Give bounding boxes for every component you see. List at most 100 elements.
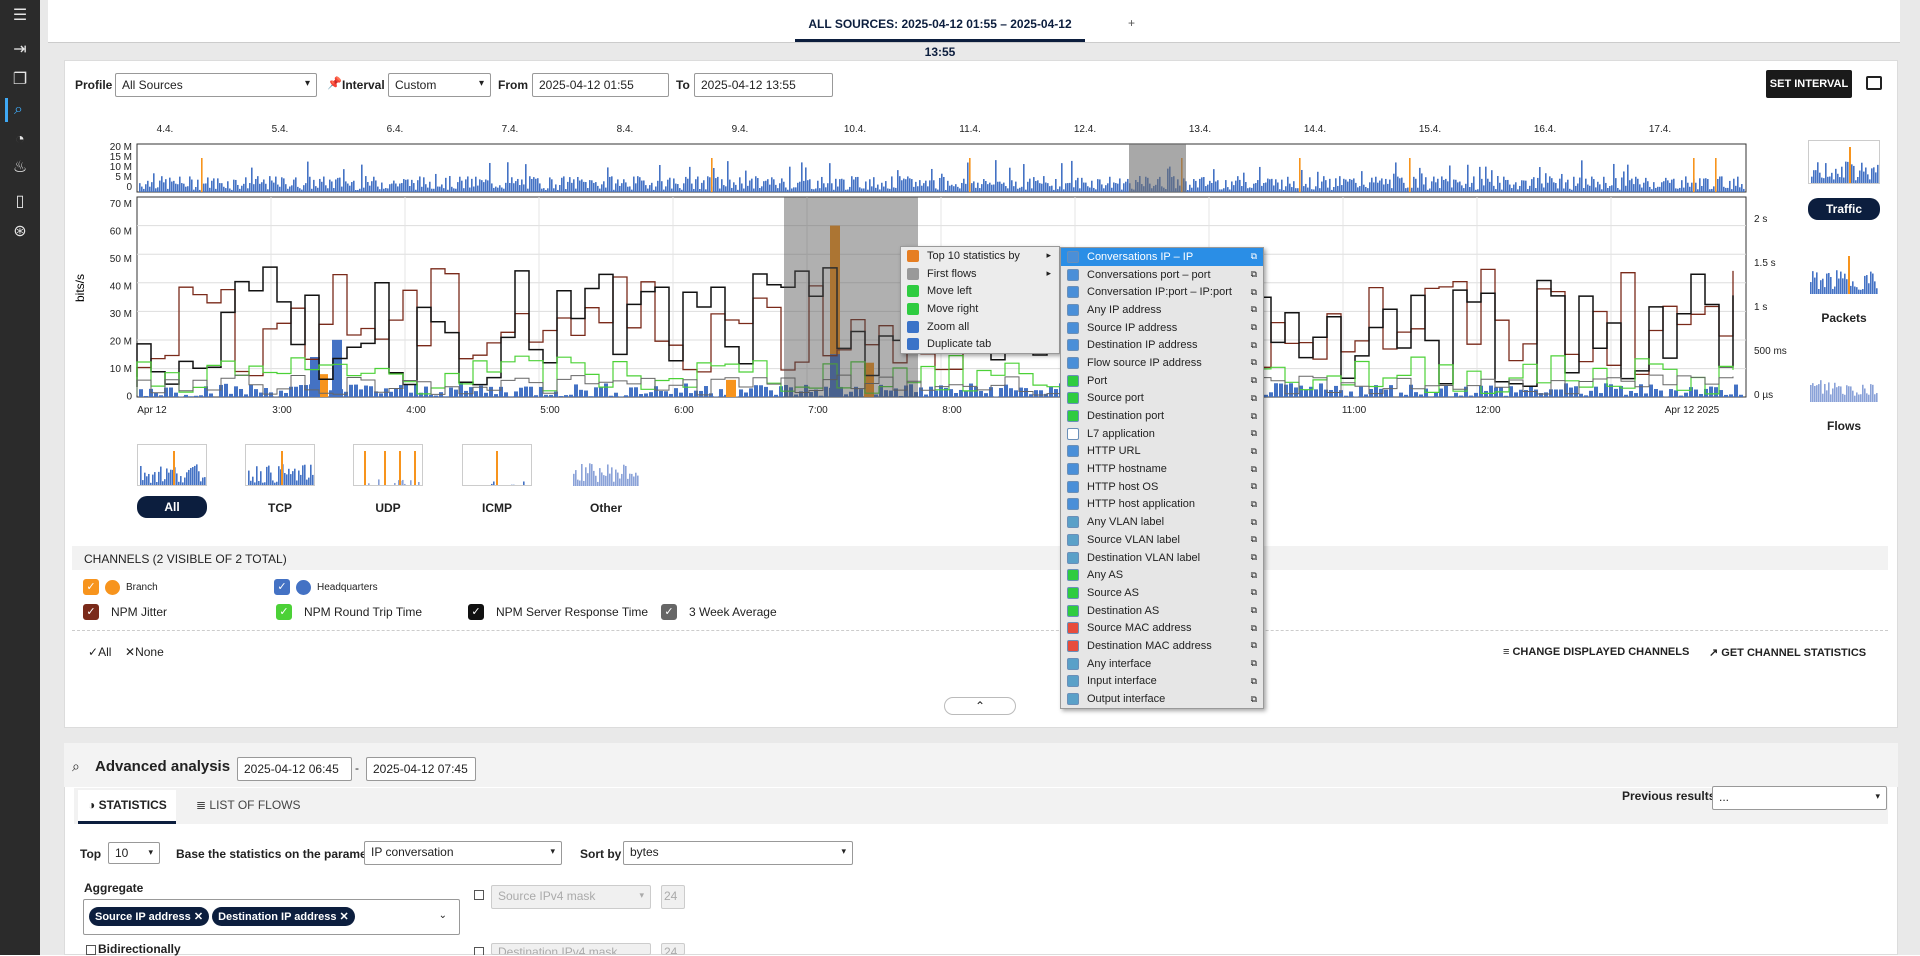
submenu-item[interactable]: Source IP address⧉ — [1061, 319, 1263, 337]
mobile-icon[interactable]: ▯ — [8, 190, 32, 214]
submenu-item[interactable]: Input interface⧉ — [1061, 673, 1263, 691]
submenu-item[interactable]: Any IP address⧉ — [1061, 301, 1263, 319]
udp-label[interactable]: UDP — [353, 501, 423, 515]
submenu-item[interactable]: HTTP URL⧉ — [1061, 443, 1263, 461]
source-mask-number[interactable]: 24 — [661, 885, 685, 909]
open-new-tab-icon[interactable]: ⧉ — [1251, 676, 1257, 687]
destination-mask-number[interactable]: 24 — [661, 943, 685, 955]
open-new-tab-icon[interactable]: ⧉ — [1251, 694, 1257, 705]
change-channels-button[interactable]: ≡ CHANGE DISPLAYED CHANNELS — [1503, 646, 1689, 658]
base-select[interactable]: IP conversation▾ — [364, 841, 562, 865]
source-mask-select[interactable]: Source IPv4 mask▾ — [491, 885, 651, 909]
collapse-button[interactable]: ⌃ — [944, 697, 1016, 715]
pin-icon[interactable]: 📌 — [327, 76, 342, 90]
submenu-item[interactable]: Conversations port – port⧉ — [1061, 266, 1263, 284]
open-new-tab-icon[interactable]: ⧉ — [1251, 322, 1257, 333]
interval-select[interactable]: Custom▾ — [388, 73, 491, 97]
login-icon[interactable]: ⇥ — [8, 38, 32, 62]
open-new-tab-icon[interactable]: ⧉ — [1251, 534, 1257, 545]
set-interval-button[interactable]: SET INTERVAL — [1766, 70, 1852, 98]
submenu-item[interactable]: Destination port⧉ — [1061, 407, 1263, 425]
tab-statistics[interactable]: ◑ STATISTICS — [78, 790, 176, 824]
context-menu-item[interactable]: Move right — [901, 300, 1059, 318]
aggregate-field[interactable]: Source IP address ✕Destination IP addres… — [83, 899, 460, 935]
destination-mask-select[interactable]: Destination IPv4 mask — [491, 943, 651, 955]
checkbox[interactable]: ✓ — [83, 604, 99, 620]
packets-label[interactable]: Packets — [1808, 311, 1880, 325]
submenu-item[interactable]: Source VLAN label⧉ — [1061, 531, 1263, 549]
open-new-tab-icon[interactable]: ⧉ — [1251, 552, 1257, 563]
icmp-label[interactable]: ICMP — [462, 501, 532, 515]
open-new-tab-icon[interactable]: ⧉ — [1251, 287, 1257, 298]
open-new-tab-icon[interactable]: ⧉ — [1251, 393, 1257, 404]
traffic-pill[interactable]: Traffic — [1808, 198, 1880, 220]
open-new-tab-icon[interactable]: ⧉ — [1251, 428, 1257, 439]
open-new-tab-icon[interactable]: ⧉ — [1251, 464, 1257, 475]
traffic-thumb[interactable] — [1808, 140, 1880, 184]
checkbox[interactable]: ✓ — [276, 604, 292, 620]
icmp-thumb[interactable] — [462, 444, 532, 486]
submenu-item[interactable]: Port⧉ — [1061, 372, 1263, 390]
open-new-tab-icon[interactable]: ⧉ — [1251, 357, 1257, 368]
screenshot-icon[interactable] — [1866, 76, 1882, 90]
bidirectional-checkbox[interactable] — [86, 945, 96, 955]
open-new-tab-icon[interactable]: ⧉ — [1251, 251, 1257, 262]
fire-icon[interactable]: ♨ — [8, 156, 32, 180]
all-thumb[interactable] — [137, 444, 207, 486]
submenu-item[interactable]: Flow source IP address⧉ — [1061, 354, 1263, 372]
network-icon[interactable]: ⊛ — [8, 220, 32, 244]
checkbox[interactable]: ✓ — [83, 579, 99, 595]
submenu-item[interactable]: Destination VLAN label⧉ — [1061, 549, 1263, 567]
open-new-tab-icon[interactable]: ⧉ — [1251, 570, 1257, 581]
tab-all-sources[interactable]: ALL SOURCES: 2025-04-12 01:55 – 2025-04-… — [795, 10, 1085, 42]
open-new-tab-icon[interactable]: ⧉ — [1251, 517, 1257, 528]
packets-thumb[interactable] — [1808, 250, 1880, 294]
open-new-tab-icon[interactable]: ⧉ — [1251, 304, 1257, 315]
context-menu-item[interactable]: Move left — [901, 282, 1059, 300]
context-menu-item[interactable]: Top 10 statistics by▸ — [901, 247, 1059, 265]
select-all-button[interactable]: ✓All — [88, 645, 111, 659]
channel-jitter[interactable]: ✓NPM Jitter — [83, 604, 167, 620]
submenu-item[interactable]: Conversations IP – IP⧉ — [1061, 248, 1263, 266]
add-tab-button[interactable]: + — [1128, 16, 1135, 30]
submenu-item[interactable]: HTTP hostname⧉ — [1061, 460, 1263, 478]
sort-select[interactable]: bytes▾ — [623, 841, 853, 865]
submenu-item[interactable]: Source MAC address⧉ — [1061, 619, 1263, 637]
search-icon[interactable]: ⌕ — [5, 98, 29, 122]
tcp-thumb[interactable] — [245, 444, 315, 486]
submenu-item[interactable]: Source AS⧉ — [1061, 584, 1263, 602]
from-input[interactable]: 2025-04-12 01:55 — [532, 73, 669, 97]
tab-list-of-flows[interactable]: ≣ LIST OF FLOWS — [196, 798, 301, 812]
open-new-tab-icon[interactable]: ⧉ — [1251, 446, 1257, 457]
submenu-item[interactable]: Source port⧉ — [1061, 390, 1263, 408]
tcp-label[interactable]: TCP — [245, 501, 315, 515]
other-thumb[interactable] — [571, 444, 641, 486]
channel-hq[interactable]: ✓Headquarters — [274, 579, 378, 595]
channel-rtt[interactable]: ✓NPM Round Trip Time — [276, 604, 422, 620]
dashboard-icon[interactable]: ◔ — [8, 128, 32, 152]
submenu-item[interactable]: Any VLAN label⧉ — [1061, 513, 1263, 531]
open-new-tab-icon[interactable]: ⧉ — [1251, 499, 1257, 510]
previous-results-select[interactable]: ...▾ — [1712, 786, 1887, 810]
submenu-item[interactable]: Conversation IP:port – IP:port⧉ — [1061, 283, 1263, 301]
submenu-item[interactable]: HTTP host application⧉ — [1061, 496, 1263, 514]
channel-srt[interactable]: ✓NPM Server Response Time — [468, 604, 648, 620]
context-menu-item[interactable]: Duplicate tab — [901, 335, 1059, 353]
top-select[interactable]: 10▾ — [108, 842, 160, 864]
submenu-item[interactable]: Any AS⧉ — [1061, 566, 1263, 584]
channel-avg[interactable]: ✓3 Week Average — [661, 604, 777, 620]
chip-destination-ip[interactable]: Destination IP address ✕ — [212, 907, 355, 926]
open-new-tab-icon[interactable]: ⧉ — [1251, 623, 1257, 634]
open-new-tab-icon[interactable]: ⧉ — [1251, 340, 1257, 351]
context-menu-item[interactable]: First flows▸ — [901, 265, 1059, 283]
open-new-tab-icon[interactable]: ⧉ — [1251, 587, 1257, 598]
submenu-item[interactable]: Output interface⧉ — [1061, 690, 1263, 708]
chip-source-ip[interactable]: Source IP address ✕ — [89, 907, 209, 926]
flows-label[interactable]: Flows — [1808, 419, 1880, 433]
advanced-to-input[interactable]: 2025-04-12 07:45 — [366, 757, 476, 781]
destination-mask-checkbox[interactable] — [474, 947, 484, 955]
open-new-tab-icon[interactable]: ⧉ — [1251, 481, 1257, 492]
open-new-tab-icon[interactable]: ⧉ — [1251, 375, 1257, 386]
menu-icon[interactable]: ☰ — [8, 4, 32, 28]
checkbox[interactable]: ✓ — [468, 604, 484, 620]
